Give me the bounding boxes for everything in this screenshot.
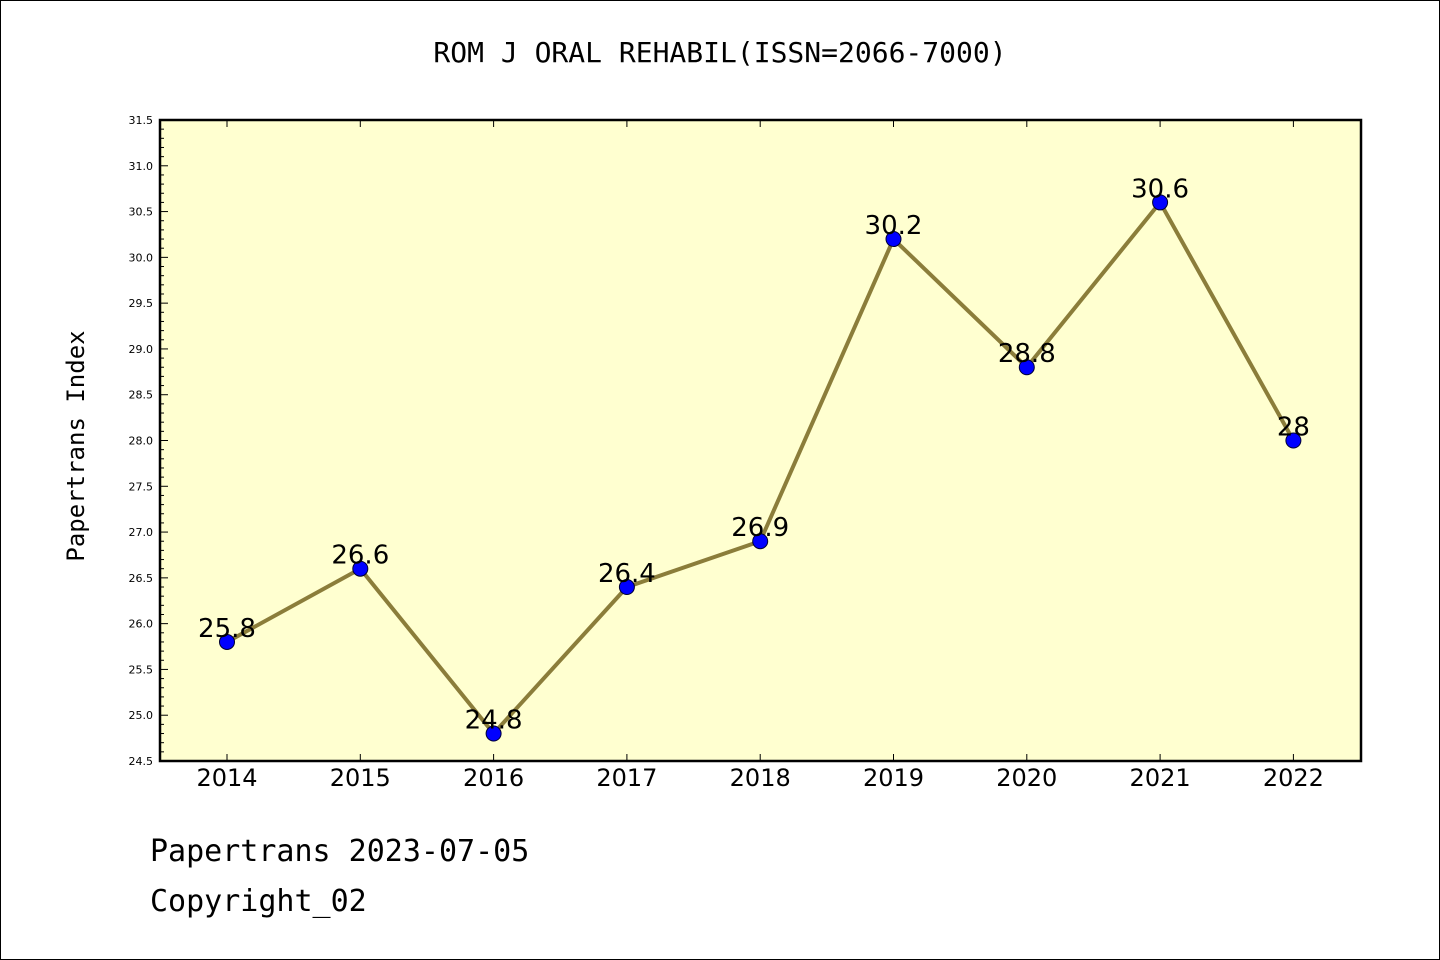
data-label: 28.8 [998, 339, 1056, 369]
data-point [219, 633, 235, 650]
x-tick-label: 2016 [463, 764, 524, 792]
data-point [1152, 194, 1169, 211]
plot-area [160, 120, 1361, 761]
plot-border [158, 118, 1363, 763]
y-tick-label: 30.5 [129, 206, 154, 219]
data-label: 26.4 [598, 559, 656, 589]
y-tick-label: 31.0 [129, 160, 154, 173]
y-tick-label: 25.0 [129, 709, 154, 722]
y-tick-label: 26.5 [129, 572, 154, 585]
x-tick-label: 2018 [730, 764, 791, 792]
data-point [1018, 359, 1035, 376]
x-tick-label: 2020 [996, 764, 1057, 792]
y-tick-label: 29.5 [129, 297, 154, 310]
x-tick-label: 2014 [196, 764, 257, 792]
x-tick-label: 2022 [1263, 764, 1324, 792]
data-point [618, 579, 635, 596]
y-tick-label: 31.5 [129, 114, 154, 127]
y-tick-label: 26.0 [129, 618, 154, 631]
data-label: 30.2 [865, 211, 923, 241]
x-tick-label: 2015 [330, 764, 391, 792]
y-tick-label: 29.0 [129, 343, 154, 356]
data-label: 30.6 [1131, 174, 1189, 204]
footer-copyright: Copyright_02 [150, 884, 367, 919]
footer-date: Papertrans 2023-07-05 [150, 834, 530, 869]
data-label: 24.8 [465, 706, 523, 736]
x-tick-label: 2019 [863, 764, 924, 792]
y-tick-label: 30.0 [129, 251, 154, 264]
data-point [752, 533, 769, 550]
data-label: 26.9 [731, 513, 789, 543]
y-tick-label: 24.5 [129, 755, 154, 768]
data-point [1285, 432, 1302, 449]
y-tick-label: 27.5 [129, 480, 154, 493]
y-tick-label: 28.0 [129, 435, 154, 448]
data-point [885, 231, 902, 248]
y-tick-label: 25.5 [129, 663, 154, 676]
x-tick-label: 2021 [1130, 764, 1191, 792]
data-label: 26.6 [331, 541, 389, 571]
x-tick-label: 2017 [596, 764, 657, 792]
chart-title: ROM J ORAL REHABIL(ISSN=2066-7000) [433, 36, 1007, 69]
y-tick-label: 28.5 [129, 389, 154, 402]
y-tick-label: 27.0 [129, 526, 154, 539]
data-point [485, 725, 502, 742]
data-label: 28 [1277, 413, 1310, 443]
data-point [352, 560, 369, 577]
data-label: 25.8 [198, 614, 256, 644]
